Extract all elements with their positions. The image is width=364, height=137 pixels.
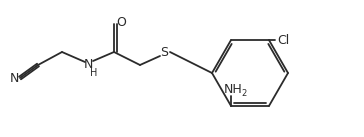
- Text: 2: 2: [241, 89, 247, 98]
- Text: H: H: [90, 68, 98, 78]
- Text: NH: NH: [223, 83, 242, 96]
- Text: N: N: [83, 58, 93, 72]
- Text: S: S: [160, 45, 168, 58]
- Text: O: O: [116, 15, 126, 28]
- Text: Cl: Cl: [277, 34, 289, 47]
- Text: N: N: [9, 72, 19, 85]
